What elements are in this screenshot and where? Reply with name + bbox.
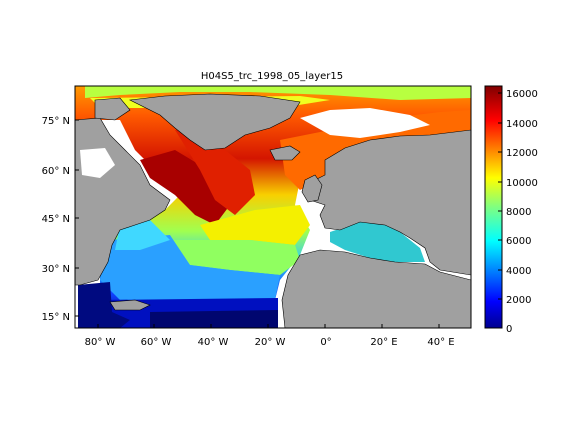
map-panel <box>75 86 471 328</box>
mediterranean-sea <box>330 222 425 262</box>
hudson-ice <box>80 148 115 178</box>
colorbar-label-0: 0 <box>506 324 512 335</box>
colorbar-label-16000: 16000 <box>506 89 538 100</box>
lon-label-20w: 20° W <box>255 337 286 348</box>
red-band <box>175 128 255 215</box>
southern-deep <box>150 310 278 328</box>
longitude-axis: 80° W 60° W 40° W 20° W 0° 20° E 40° E <box>85 324 455 348</box>
colorbar-label-10000: 10000 <box>506 178 538 189</box>
map-frame <box>74 85 472 329</box>
british-isles <box>301 174 323 203</box>
colorbar-label-6000: 6000 <box>506 236 531 247</box>
greenland <box>128 93 301 151</box>
colorbar-label-2000: 2000 <box>506 295 531 306</box>
deep-red-core <box>140 150 230 225</box>
colorbar-label-8000: 8000 <box>506 207 531 218</box>
mid-yellow <box>200 205 310 245</box>
africa <box>281 249 471 328</box>
lat-label-75: 75° N <box>42 116 70 127</box>
lon-label-40e: 40° E <box>427 337 454 348</box>
iceland <box>269 145 301 161</box>
subtropical-cyan <box>115 220 170 250</box>
lon-label-40w: 40° W <box>198 337 229 348</box>
lon-label-60w: 60° W <box>141 337 172 348</box>
lon-label-80w: 80° W <box>85 337 116 348</box>
colorbar-gradient <box>484 85 503 329</box>
map-title: H04S5_trc_1998_05_layer15 <box>201 71 343 82</box>
lat-label-60: 60° N <box>42 166 70 177</box>
caribbean-islands <box>109 299 151 311</box>
colorbar-ticks <box>498 92 502 300</box>
arctic-islands <box>94 97 131 121</box>
colorbar-label-14000: 14000 <box>506 119 538 130</box>
colorbar-label-12000: 12000 <box>506 148 538 159</box>
caribbean-navy <box>78 282 130 328</box>
subtropical-blue <box>100 235 280 300</box>
lat-label-45: 45° N <box>42 214 70 225</box>
lon-label-20e: 20° E <box>370 337 397 348</box>
mid-green <box>170 240 300 275</box>
arctic-ice <box>300 108 430 138</box>
arctic-band <box>85 86 471 100</box>
latitude-axis: 75° N 60° N 45° N 30° N 15° N <box>42 116 79 323</box>
lon-label-0: 0° <box>320 337 331 348</box>
lat-label-30: 30° N <box>42 264 70 275</box>
lat-label-15: 15° N <box>42 312 70 323</box>
colorbar-label-4000: 4000 <box>506 266 531 277</box>
colorbar: 16000 14000 12000 10000 8000 6000 4000 2… <box>484 85 538 335</box>
